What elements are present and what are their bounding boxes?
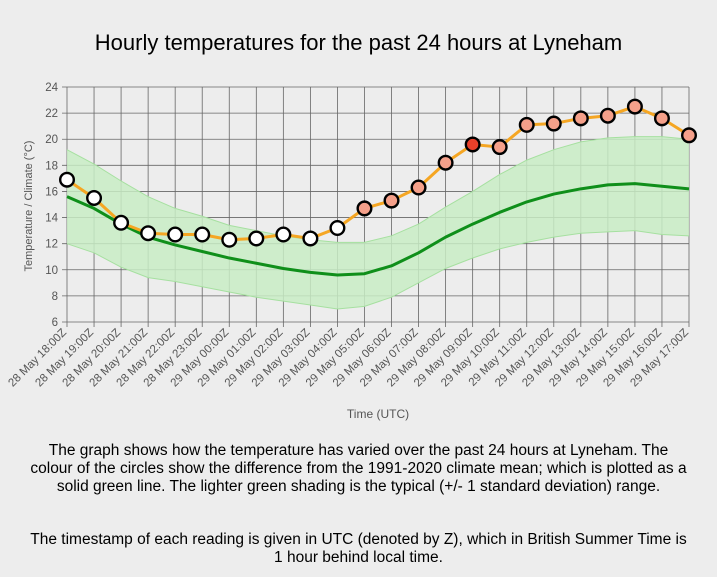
x-axis-label: Time (UTC) xyxy=(347,407,409,421)
y-axis-ticks: 6 8 10 12 14 16 18 20 22 24 xyxy=(45,82,58,329)
observed-temperature-point xyxy=(248,230,265,247)
y-tick-label: 10 xyxy=(45,265,58,277)
y-tick-label: 14 xyxy=(45,213,58,225)
observed-temperature-point xyxy=(356,200,373,217)
observed-temperature-point xyxy=(572,110,589,127)
y-tick-label: 22 xyxy=(45,108,58,120)
observed-temperature-point xyxy=(599,107,616,124)
observed-temperature-point xyxy=(437,154,454,171)
observed-temperature-point xyxy=(410,179,427,196)
observed-temperature-point xyxy=(464,136,481,153)
climate-mean-path xyxy=(66,182,690,277)
observed-temperature-point xyxy=(545,115,562,132)
observed-temperature-point xyxy=(86,189,103,206)
chart-description: The graph shows how the temperature has … xyxy=(30,442,687,495)
climate-range-area xyxy=(67,136,689,309)
y-axis-label: Temperature / Climate (°C) xyxy=(23,141,35,272)
observed-temperature-point xyxy=(275,226,292,243)
observed-temperature-point xyxy=(653,110,670,127)
observed-temperature-point xyxy=(329,219,346,236)
observed-temperature-point xyxy=(626,98,643,115)
climate-range-band xyxy=(66,136,690,310)
observed-temperature-point xyxy=(221,231,238,248)
observed-temperature-point xyxy=(113,214,130,231)
observed-temperature-point xyxy=(140,225,157,242)
climate-range-upper-edge xyxy=(66,136,690,243)
observed-temperature-point xyxy=(518,116,535,133)
observed-temperature-point xyxy=(194,226,211,243)
chart-title: Hourly temperatures for the past 24 hour… xyxy=(94,30,623,55)
y-tick-label: 24 xyxy=(45,82,58,94)
observed-temperature-point xyxy=(167,226,184,243)
y-tick-label: 8 xyxy=(52,291,58,303)
y-tick-label: 18 xyxy=(45,160,58,172)
y-tick-label: 12 xyxy=(45,239,58,251)
observed-temperature-point xyxy=(302,230,319,247)
timestamp-note: The timestamp of each reading is given i… xyxy=(30,531,687,566)
observed-temperature-point xyxy=(59,171,76,188)
y-tick-label: 6 xyxy=(52,317,58,329)
y-tick-label: 16 xyxy=(45,186,58,198)
y-tick-label: 20 xyxy=(45,134,58,146)
observed-temperature-point xyxy=(681,127,698,144)
climate-range-lower-edge xyxy=(66,230,690,310)
observed-temperature-point xyxy=(491,139,508,156)
observed-temperature-point xyxy=(383,192,400,209)
climate-mean-line xyxy=(66,182,690,277)
observed-temperature-series xyxy=(59,98,698,248)
